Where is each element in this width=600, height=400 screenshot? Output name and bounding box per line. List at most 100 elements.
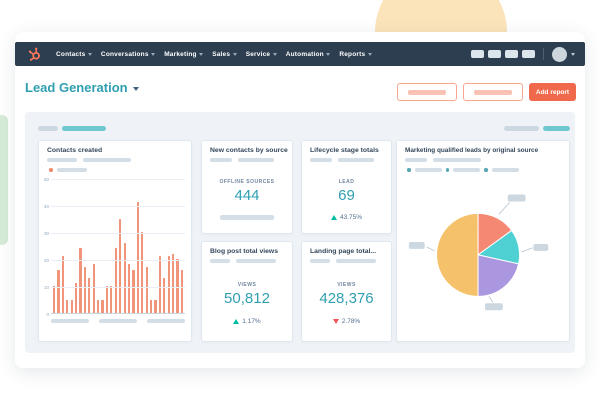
- legend-label-placeholder: [414, 168, 442, 172]
- tab-placeholder-active[interactable]: [62, 126, 106, 131]
- nav-item-contacts[interactable]: Contacts: [56, 51, 92, 58]
- dashboard-title-dropdown[interactable]: Lead Generation: [25, 80, 139, 95]
- bar: [171, 253, 175, 313]
- nav-item-label: Service: [245, 50, 271, 58]
- nav-item-service[interactable]: Service: [246, 51, 277, 58]
- legend-swatch: [445, 168, 449, 172]
- nav-item-marketing[interactable]: Marketing: [164, 50, 204, 58]
- chevron-down-icon: [272, 52, 277, 56]
- nav-menu: Contacts Conversations Marketing Sales Servi…: [56, 51, 372, 58]
- metric-value: 428,376: [319, 290, 374, 307]
- pie-legend: [407, 168, 519, 172]
- chevron-down-icon: [367, 52, 372, 56]
- nav-tool-icon-1[interactable]: [471, 50, 484, 58]
- placeholder-bar: [236, 259, 276, 263]
- nav-item-conversations[interactable]: Conversations: [101, 51, 156, 58]
- callout-line: [426, 246, 435, 252]
- header-actions: Add report: [397, 83, 576, 101]
- hubspot-sprocket-icon[interactable]: [27, 47, 42, 62]
- metric-value: 50,812: [224, 290, 270, 307]
- placeholder-bar: [310, 259, 330, 263]
- button-label-placeholder: [474, 89, 512, 95]
- bar: [79, 248, 82, 313]
- triangle-down-icon: [332, 319, 339, 324]
- dashboard-panel: Contacts created 0 10 20 30 40 50 New contact…: [25, 112, 575, 353]
- subtitle-placeholder: [310, 158, 374, 162]
- bar: [101, 299, 104, 313]
- nav-tool-icon-4[interactable]: [522, 50, 535, 58]
- bar: [123, 242, 126, 313]
- button-label-placeholder: [408, 89, 446, 95]
- chevron-down-icon: [199, 52, 204, 56]
- delta-indicator: 43.75%: [330, 214, 363, 221]
- nav-item-reports[interactable]: Reports: [339, 51, 372, 58]
- placeholder-bar: [220, 215, 274, 220]
- bar: [127, 264, 131, 313]
- y-tick-label: 20: [43, 257, 49, 263]
- y-tick-label: 50: [43, 176, 49, 182]
- bar: [105, 286, 109, 313]
- add-report-button[interactable]: Add report: [529, 83, 576, 101]
- placeholder-bar: [336, 259, 376, 263]
- callout-label-placeholder: [408, 241, 425, 249]
- tab-placeholder-active[interactable]: [543, 126, 570, 131]
- avatar[interactable]: [552, 46, 567, 62]
- decorative-mint-shape: [0, 115, 8, 245]
- legend-label-placeholder: [491, 168, 519, 172]
- panel-tabs-left: [38, 126, 106, 131]
- delta-value: 2.78%: [341, 318, 361, 325]
- bar: [83, 267, 87, 313]
- gridline: [51, 233, 185, 234]
- bar: [92, 264, 95, 313]
- callout-label-placeholder: [484, 303, 503, 311]
- metric-value: 444: [234, 187, 260, 204]
- app-window: Contacts Conversations Marketing Sales Servi…: [15, 32, 585, 368]
- bar: [61, 256, 64, 313]
- subtitle-placeholder: [47, 158, 131, 162]
- legend-swatch: [484, 168, 488, 172]
- legend-label-placeholder: [453, 168, 480, 172]
- legend-swatch: [49, 168, 53, 172]
- tab-placeholder[interactable]: [504, 126, 539, 131]
- bar: [154, 299, 157, 313]
- header-action-button-2[interactable]: [463, 83, 523, 101]
- callout-line: [498, 202, 510, 215]
- triangle-up-icon: [330, 215, 337, 220]
- placeholder-bar: [338, 158, 374, 162]
- card-title: Contacts created: [47, 147, 103, 154]
- placeholder-bar: [238, 158, 274, 162]
- card-title: New contacts by source: [210, 147, 288, 154]
- metric-label: VIEWS: [237, 282, 257, 288]
- card-mql-by-source: Marketing qualified leads by original so…: [396, 140, 570, 342]
- x-axis-label-placeholder: [147, 319, 185, 323]
- bar: [66, 299, 69, 313]
- metric-label: LEAD: [338, 179, 355, 185]
- gridline: [51, 287, 185, 288]
- header-action-button-1[interactable]: [397, 83, 457, 101]
- top-navbar: Contacts Conversations Marketing Sales Servi…: [15, 42, 585, 66]
- chevron-down-icon: [232, 52, 237, 56]
- nav-tool-icon-2[interactable]: [488, 50, 501, 58]
- bar: [180, 269, 183, 313]
- placeholder-bar: [310, 158, 332, 162]
- card-title: Landing page total...: [310, 248, 377, 255]
- chevron-down-icon[interactable]: [571, 52, 575, 56]
- nav-item-sales[interactable]: Sales: [212, 51, 237, 58]
- bar: [97, 299, 100, 313]
- nav-tool-icon-3[interactable]: [505, 50, 518, 58]
- nav-item-label: Marketing: [164, 50, 197, 58]
- nav-divider: [543, 48, 544, 60]
- nav-item-automation[interactable]: Automation: [286, 51, 331, 58]
- metric-footer: 1.17%: [202, 318, 292, 325]
- bar: [132, 269, 135, 313]
- gridline: [51, 260, 185, 261]
- pie-slice-segment-4: [436, 212, 479, 297]
- tab-placeholder[interactable]: [38, 126, 58, 131]
- x-axis-label-placeholder: [99, 319, 137, 323]
- subtitle-placeholder: [210, 259, 276, 263]
- delta-value: 43.75%: [339, 214, 363, 221]
- x-axis-labels: [51, 319, 185, 323]
- y-tick-label: 30: [43, 230, 49, 236]
- metric-label: VIEWS: [337, 282, 356, 288]
